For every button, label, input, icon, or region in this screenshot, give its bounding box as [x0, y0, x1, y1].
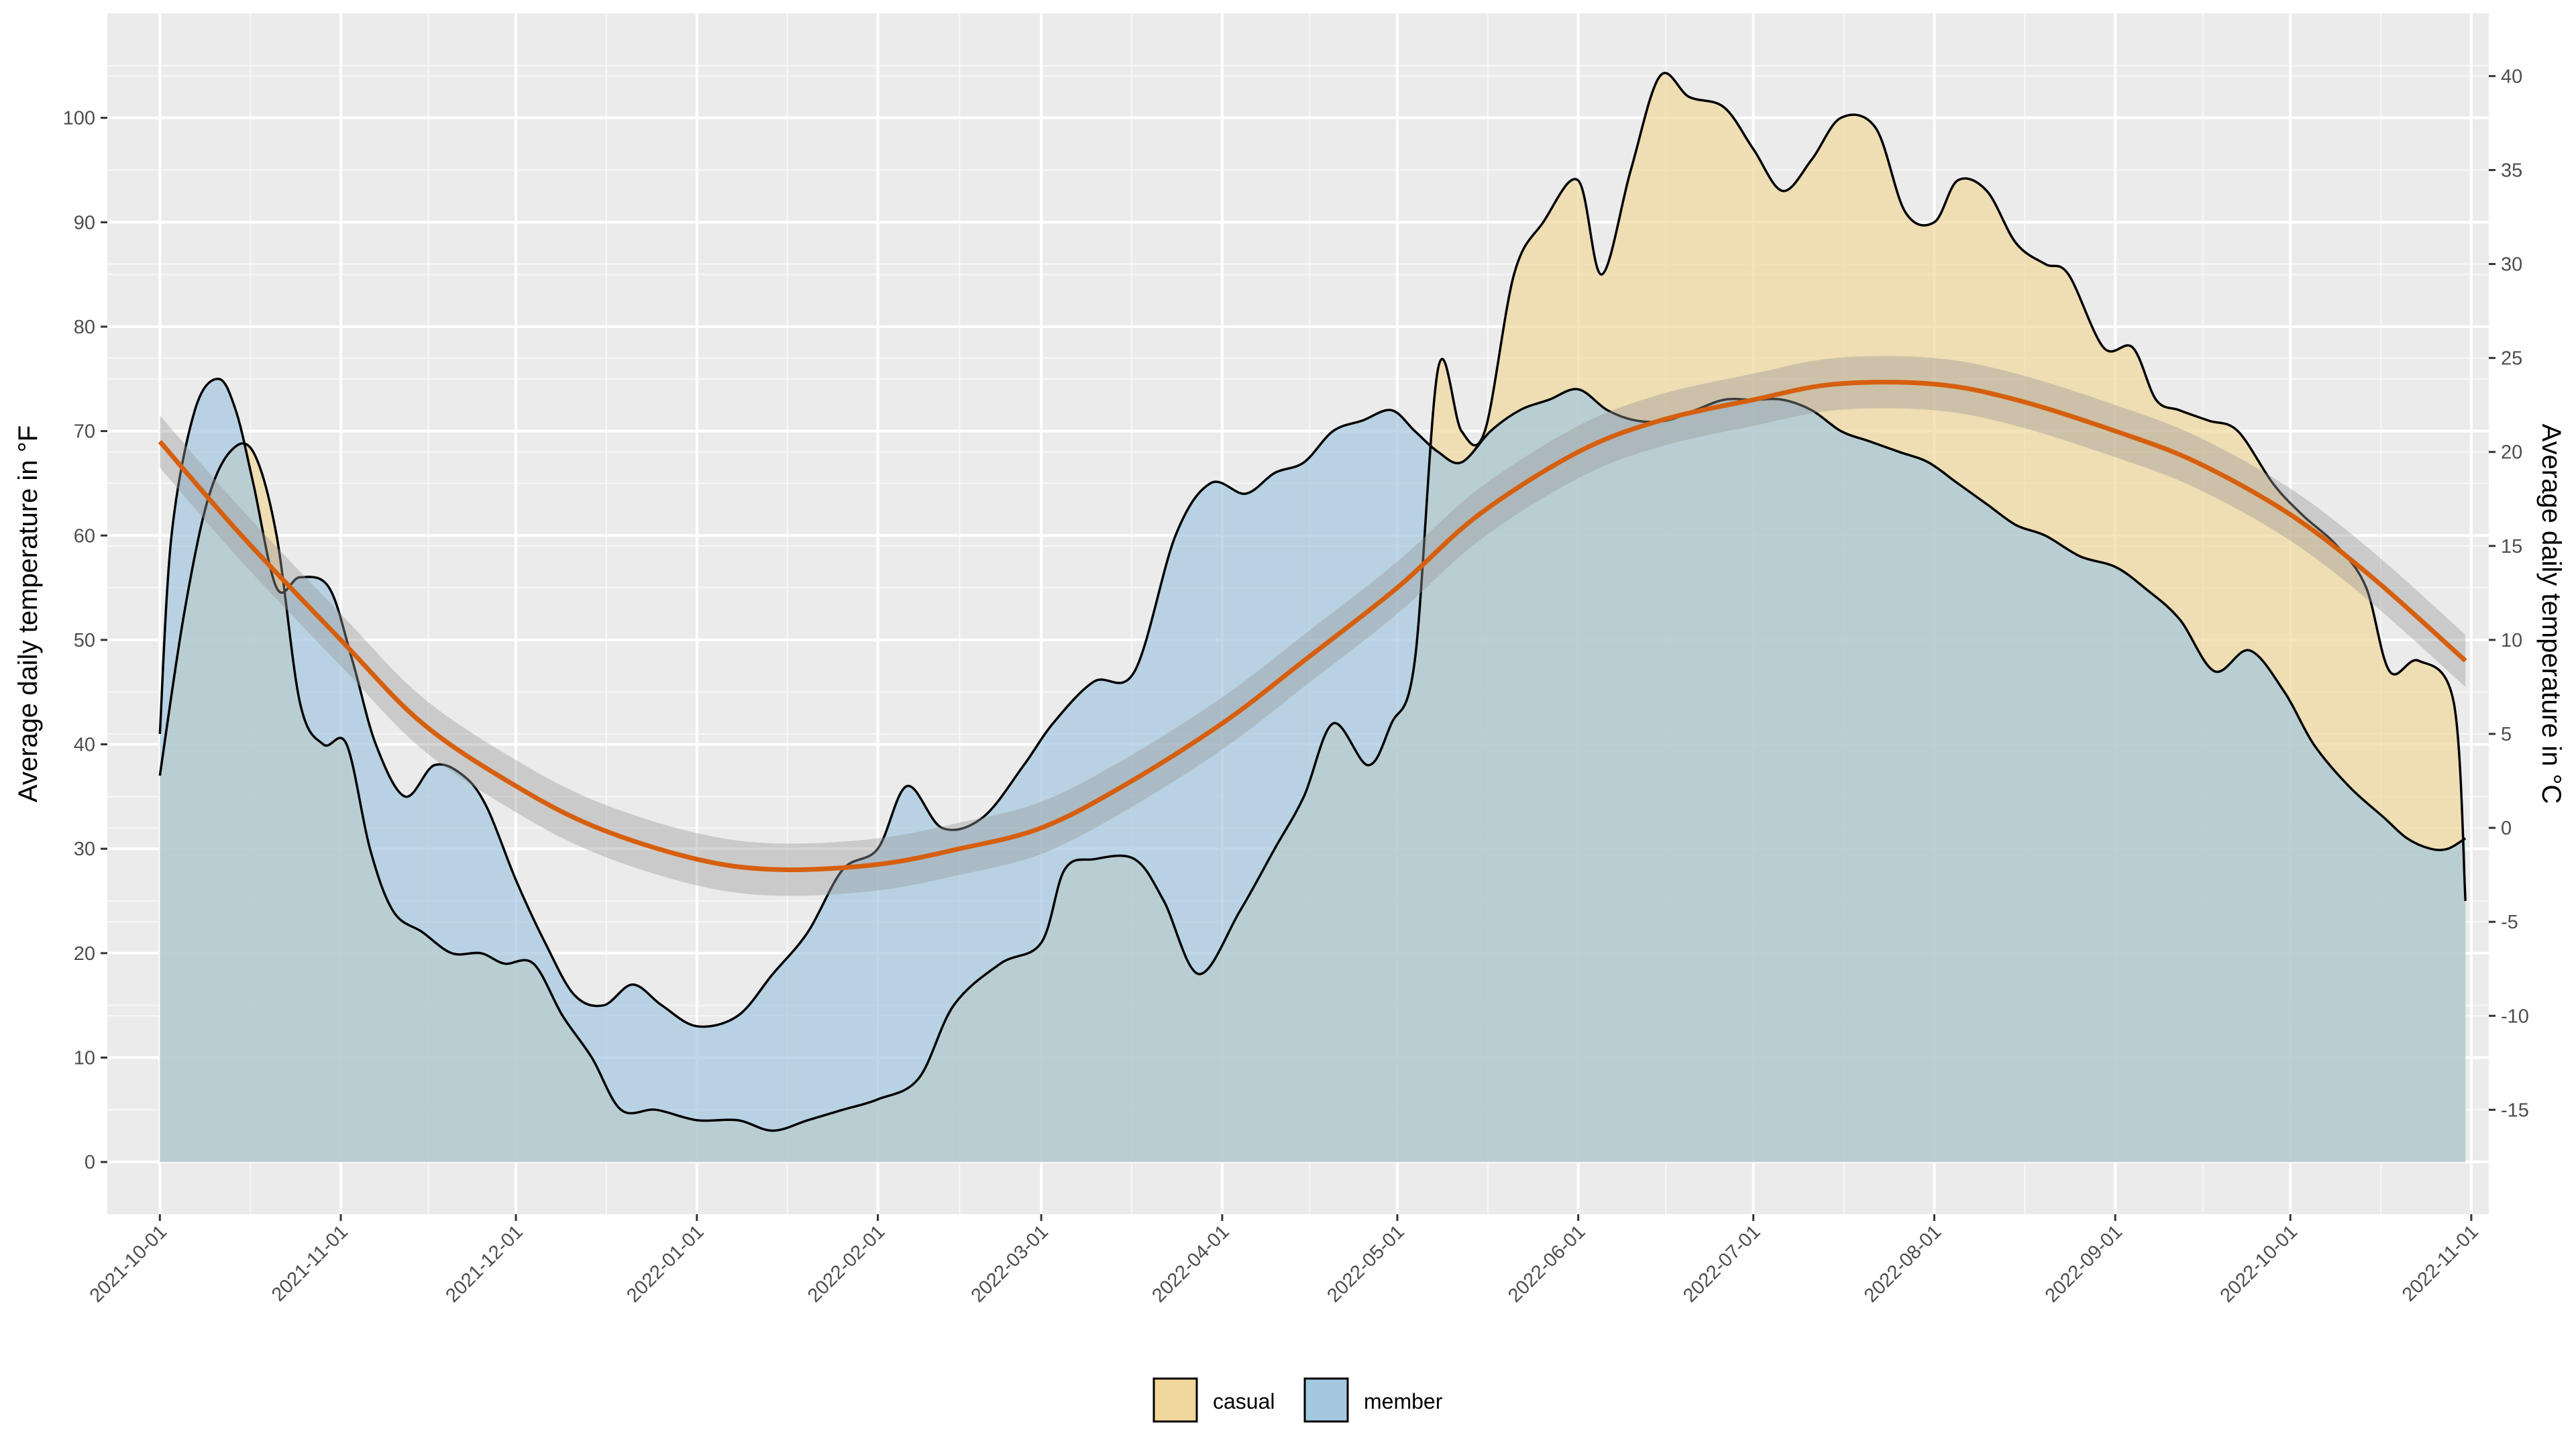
y-tick-label-left: 90: [74, 212, 95, 233]
x-tick-label: 2022-06-01: [1504, 1221, 1590, 1307]
legend-label-member: member: [1364, 1389, 1443, 1413]
x-tick-label: 2022-10-01: [2216, 1221, 2302, 1307]
y-tick-label-left: 100: [63, 108, 95, 129]
y-tick-label-left: 40: [74, 735, 95, 756]
area-outline-member: [158, 378, 2467, 1028]
y-tick-label-right: -10: [2501, 1006, 2529, 1027]
y-axis-right-title: Average daily temperature in °C: [2536, 424, 2566, 804]
x-tick-label: 2021-10-01: [86, 1221, 172, 1307]
y-tick-label-right: -5: [2501, 912, 2518, 933]
area-layer: [158, 72, 2467, 1163]
y-tick-label-right: 35: [2501, 160, 2522, 181]
y-tick-label-right: 20: [2501, 442, 2522, 464]
x-tick-label: 2021-11-01: [268, 1221, 352, 1305]
y-tick-label-right: 10: [2501, 630, 2522, 651]
y-tick-label-left: 50: [74, 630, 95, 651]
y-tick-label-right: -15: [2501, 1099, 2529, 1121]
y-tick-label-left: 10: [74, 1048, 95, 1069]
x-tick-label: 2022-01-01: [623, 1221, 708, 1307]
y-tick-label-right: 5: [2501, 724, 2512, 745]
y-tick-label-left: 80: [74, 317, 95, 338]
y-tick-label-right: 25: [2501, 348, 2522, 370]
y-tick-label-left: 20: [74, 943, 95, 965]
y-tick-label-right: 40: [2501, 66, 2522, 87]
y-tick-label-right: 0: [2501, 818, 2512, 839]
legend: casual member: [1152, 1377, 1443, 1423]
area-outline-casual: [158, 72, 2467, 1132]
y-axis-left: 0 10 20 30 40 50 60 70 80 90 100: [63, 108, 107, 1173]
x-axis: 2021-10-01 2021-11-01 2021-12-01 2022-01-01…: [86, 1214, 2483, 1307]
x-tick-label: 2022-09-01: [2041, 1221, 2127, 1307]
y-axis-right: -15 -10 -5 0 5 10 15 20 25 30 35 40: [2489, 66, 2529, 1121]
legend-key-member: [1303, 1377, 1349, 1423]
x-tick-label: 2022-07-01: [1679, 1221, 1765, 1307]
x-tick-label: 2021-12-01: [441, 1221, 527, 1307]
x-tick-label: 2022-04-01: [1148, 1221, 1234, 1307]
y-axis-left-title: Average daily temperature in °F: [13, 425, 43, 802]
trend-line: [158, 380, 2467, 873]
legend-label-casual: casual: [1213, 1389, 1275, 1413]
x-tick-label: 2022-03-01: [967, 1221, 1053, 1307]
y-tick-label-left: 70: [74, 421, 95, 443]
y-tick-label-left: 60: [74, 525, 95, 547]
x-tick-label: 2022-11-01: [2398, 1221, 2483, 1305]
y-tick-label-left: 0: [85, 1152, 95, 1173]
y-tick-label-right: 30: [2501, 254, 2522, 276]
trend-layer: [158, 356, 2467, 896]
y-tick-label-left: 30: [74, 839, 95, 860]
x-tick-label: 2022-02-01: [804, 1221, 890, 1307]
legend-key-casual: [1152, 1377, 1198, 1423]
y-tick-label-right: 15: [2501, 536, 2522, 557]
x-tick-label: 2022-05-01: [1323, 1221, 1409, 1307]
x-tick-label: 2022-08-01: [1860, 1221, 1946, 1307]
